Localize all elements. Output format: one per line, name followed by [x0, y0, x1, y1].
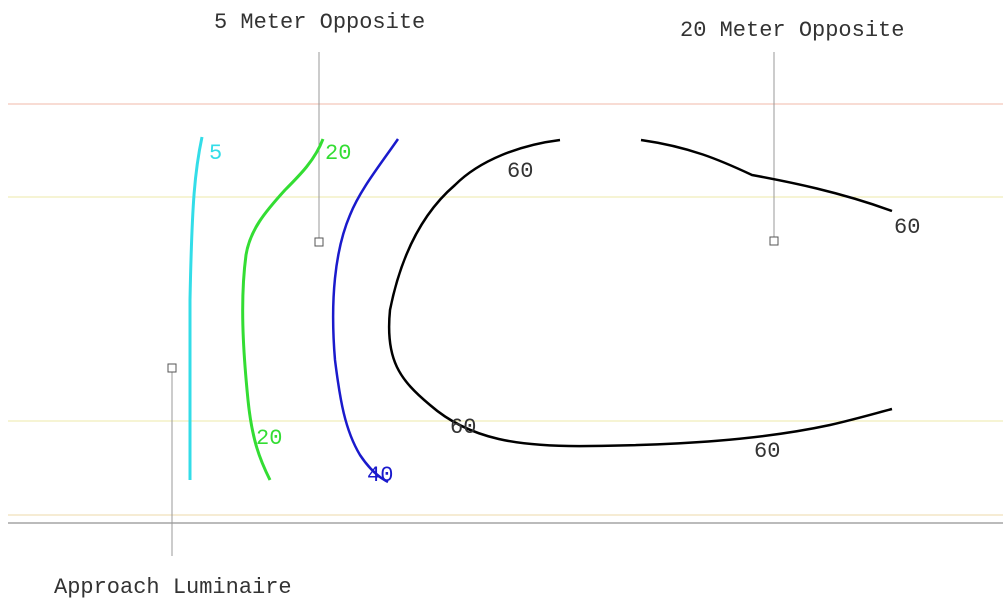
contour [331, 138, 400, 484]
contour-label: 60 [450, 415, 476, 440]
contour [387, 138, 893, 448]
contour-label: 60 [754, 439, 780, 464]
luminaire [769, 236, 779, 246]
luminaire-label: Approach Luminaire [54, 575, 292, 600]
contour-label: 60 [894, 215, 920, 240]
contour-label: 40 [367, 463, 393, 488]
contour-label: 20 [256, 426, 282, 451]
contour [188, 136, 204, 480]
luminaire-label: 5 Meter Opposite [214, 10, 425, 35]
contour [640, 138, 893, 213]
contour-label: 20 [325, 141, 351, 166]
contour-label: 60 [507, 159, 533, 184]
contour [241, 138, 325, 481]
luminaire [314, 237, 324, 247]
luminaire-label: 20 Meter Opposite [680, 18, 904, 43]
luminaire [167, 363, 177, 373]
contour-label: 5 [209, 141, 222, 166]
